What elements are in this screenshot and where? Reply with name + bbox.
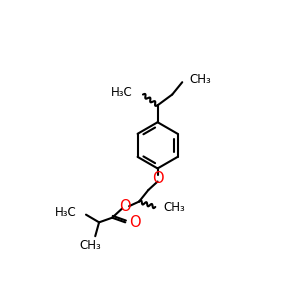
Text: O: O	[119, 199, 131, 214]
Text: H₃C: H₃C	[55, 206, 77, 219]
Text: O: O	[152, 171, 164, 186]
Text: CH₃: CH₃	[189, 73, 211, 85]
Text: O: O	[129, 215, 141, 230]
Text: CH₃: CH₃	[164, 201, 185, 214]
Text: H₃C: H₃C	[111, 86, 133, 100]
Text: CH₃: CH₃	[80, 239, 101, 252]
